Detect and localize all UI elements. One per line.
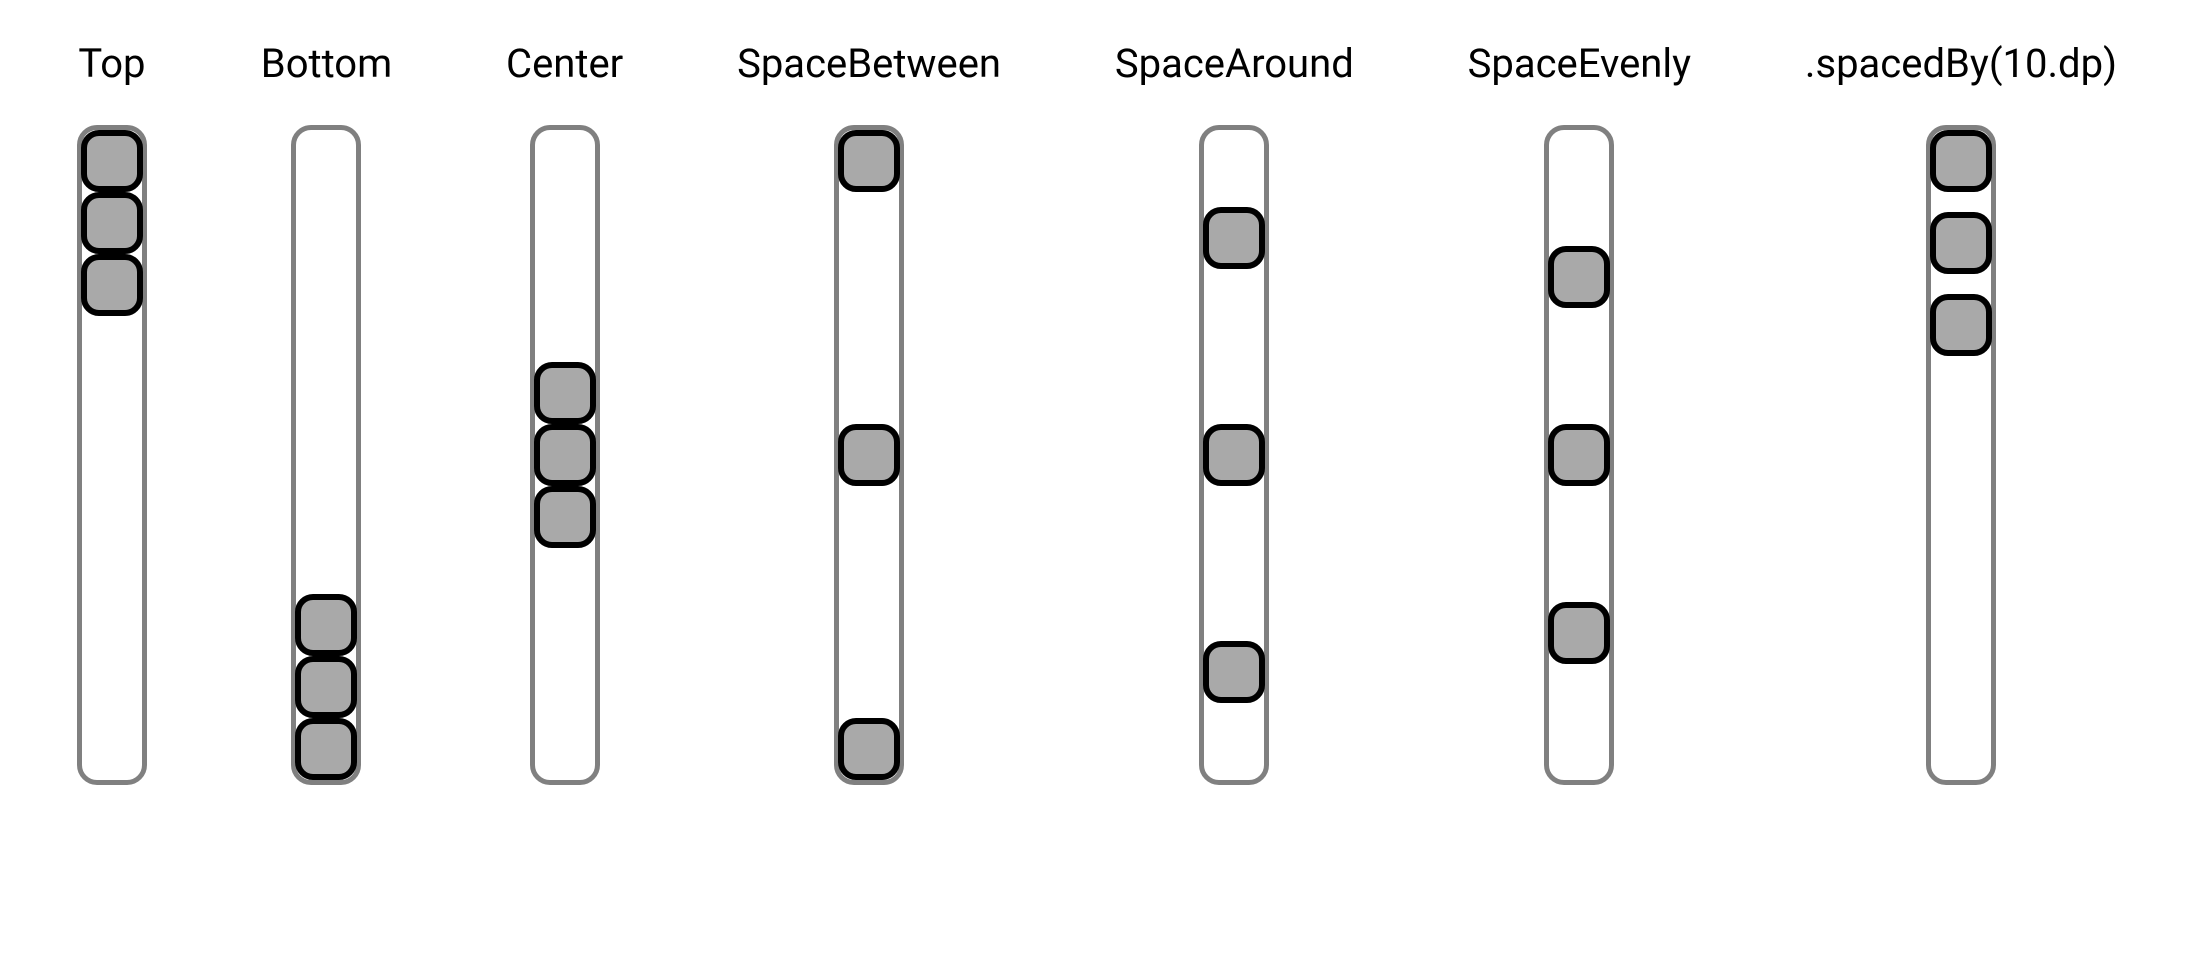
column-label: .spacedBy(10.dp) [1805, 40, 2117, 87]
item-box [1203, 641, 1265, 703]
column-label: Center [506, 40, 623, 87]
item-box [1930, 130, 1992, 192]
column-container [530, 125, 600, 785]
column-container [834, 125, 904, 785]
item-box [81, 254, 143, 316]
column-bottom: Bottom [261, 40, 392, 785]
item-box [534, 486, 596, 548]
item-box [1930, 212, 1992, 274]
item-box [295, 718, 357, 780]
item-box [1203, 424, 1265, 486]
column-space-around: SpaceAround [1115, 40, 1354, 785]
column-label: SpaceBetween [737, 40, 1001, 87]
item-box [81, 130, 143, 192]
item-box [295, 656, 357, 718]
item-box [534, 424, 596, 486]
column-center: Center [506, 40, 623, 785]
item-box [1548, 246, 1610, 308]
item-box [534, 362, 596, 424]
item-box [1548, 424, 1610, 486]
column-container [77, 125, 147, 785]
column-container [1199, 125, 1269, 785]
column-container [1544, 125, 1614, 785]
column-space-between: SpaceBetween [737, 40, 1001, 785]
column-label: Top [78, 40, 145, 87]
item-box [838, 718, 900, 780]
item-box [1203, 207, 1265, 269]
column-label: SpaceAround [1115, 40, 1354, 87]
column-label: Bottom [261, 40, 392, 87]
item-box [1930, 294, 1992, 356]
item-box [81, 192, 143, 254]
item-box [838, 130, 900, 192]
item-box [838, 424, 900, 486]
column-top: Top [77, 40, 147, 785]
item-box [1548, 602, 1610, 664]
column-space-evenly: SpaceEvenly [1468, 40, 1691, 785]
column-container [1926, 125, 1996, 785]
column-label: SpaceEvenly [1468, 40, 1691, 87]
item-box [295, 594, 357, 656]
column-container [291, 125, 361, 785]
column-spaced-by: .spacedBy(10.dp) [1805, 40, 2117, 785]
